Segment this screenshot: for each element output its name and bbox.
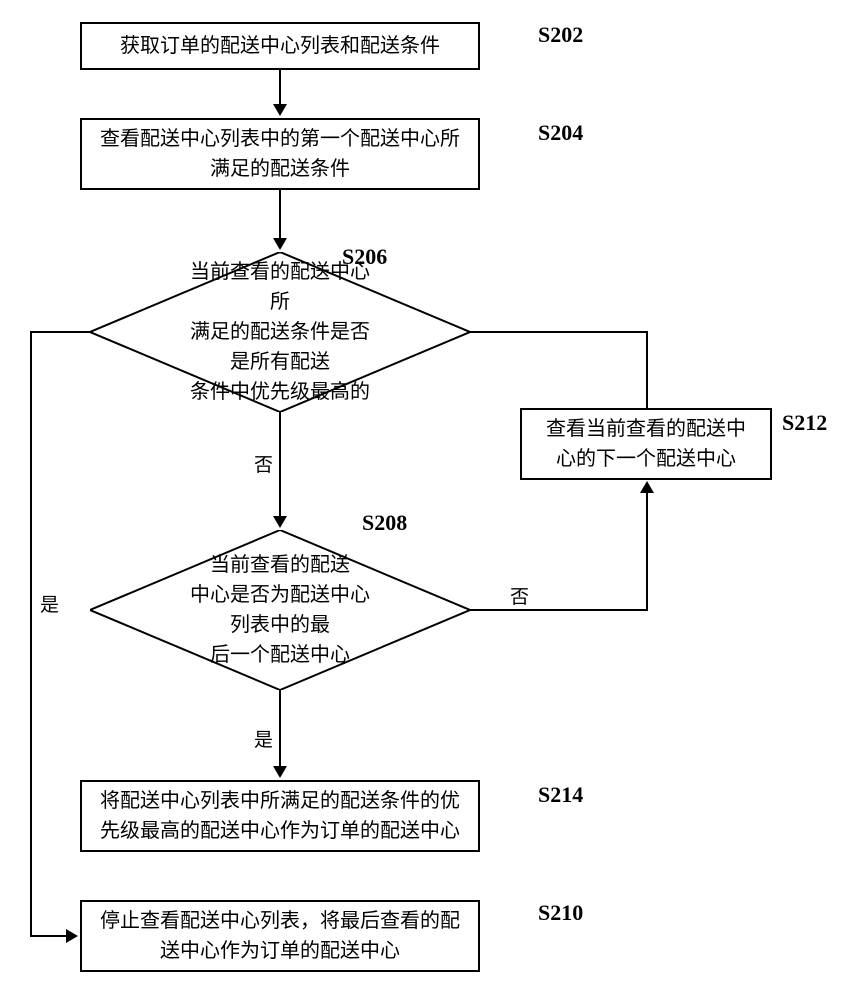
arrow-2-head — [273, 238, 287, 250]
arrow-1 — [279, 70, 281, 106]
node-s206-text: 当前查看的配送中心所 满足的配送条件是否是所有配送 条件中优先级最高的 — [185, 257, 375, 407]
arrow-loop-h — [470, 331, 648, 333]
label-s206: S206 — [342, 244, 387, 270]
label-s210: S210 — [538, 900, 583, 926]
arrow-1-head — [273, 104, 287, 116]
edge-yes2: 是 — [40, 590, 59, 617]
node-s212: 查看当前查看的配送中 心的下一个配送中心 — [520, 408, 772, 480]
arrow-2 — [279, 190, 281, 240]
label-s214: S214 — [538, 782, 583, 808]
node-s202: 获取订单的配送中心列表和配送条件 — [80, 22, 480, 70]
node-s204: 查看配送中心列表中的第一个配送中心所 满足的配送条件 — [80, 118, 480, 190]
node-s212-text: 查看当前查看的配送中 心的下一个配送中心 — [546, 414, 746, 474]
node-s214: 将配送中心列表中所满足的配送条件的优 先级最高的配送中心作为订单的配送中心 — [80, 780, 480, 852]
arrow-no2-head — [640, 481, 654, 493]
arrow-4-head — [273, 766, 287, 778]
node-s204-text: 查看配送中心列表中的第一个配送中心所 满足的配送条件 — [100, 124, 460, 184]
node-s210: 停止查看配送中心列表，将最后查看的配 送中心作为订单的配送中心 — [80, 900, 480, 972]
edge-yes1: 是 — [254, 725, 273, 752]
arrow-yes-head — [66, 929, 78, 943]
node-s210-text: 停止查看配送中心列表，将最后查看的配 送中心作为订单的配送中心 — [100, 906, 460, 966]
flowchart-canvas: 获取订单的配送中心列表和配送条件 S202 查看配送中心列表中的第一个配送中心所… — [0, 0, 851, 1000]
arrow-3 — [279, 412, 281, 518]
node-s206: 当前查看的配送中心所 满足的配送条件是否是所有配送 条件中优先级最高的 — [90, 252, 470, 412]
label-s202: S202 — [538, 22, 583, 48]
arrow-yes-v — [30, 331, 32, 936]
arrow-no2-h — [470, 609, 648, 611]
arrow-4 — [279, 690, 281, 768]
label-s208: S208 — [362, 510, 407, 536]
node-s208-text: 当前查看的配送 中心是否为配送中心列表中的最 后一个配送中心 — [185, 550, 375, 670]
edge-no2: 否 — [510, 582, 529, 609]
arrow-3-head — [273, 516, 287, 528]
label-s212: S212 — [782, 410, 827, 436]
node-s208: 当前查看的配送 中心是否为配送中心列表中的最 后一个配送中心 — [90, 530, 470, 690]
label-s204: S204 — [538, 120, 583, 146]
arrow-no2-v — [646, 492, 648, 611]
arrow-yes-h2 — [30, 935, 68, 937]
edge-no1: 否 — [254, 450, 273, 477]
arrow-yes-h1 — [30, 331, 90, 333]
node-s202-text: 获取订单的配送中心列表和配送条件 — [120, 31, 440, 61]
node-s214-text: 将配送中心列表中所满足的配送条件的优 先级最高的配送中心作为订单的配送中心 — [100, 786, 460, 846]
arrow-loop-v — [646, 332, 648, 408]
